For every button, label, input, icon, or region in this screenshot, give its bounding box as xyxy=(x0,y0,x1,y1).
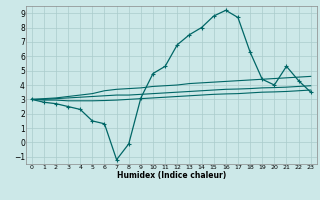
X-axis label: Humidex (Indice chaleur): Humidex (Indice chaleur) xyxy=(116,171,226,180)
